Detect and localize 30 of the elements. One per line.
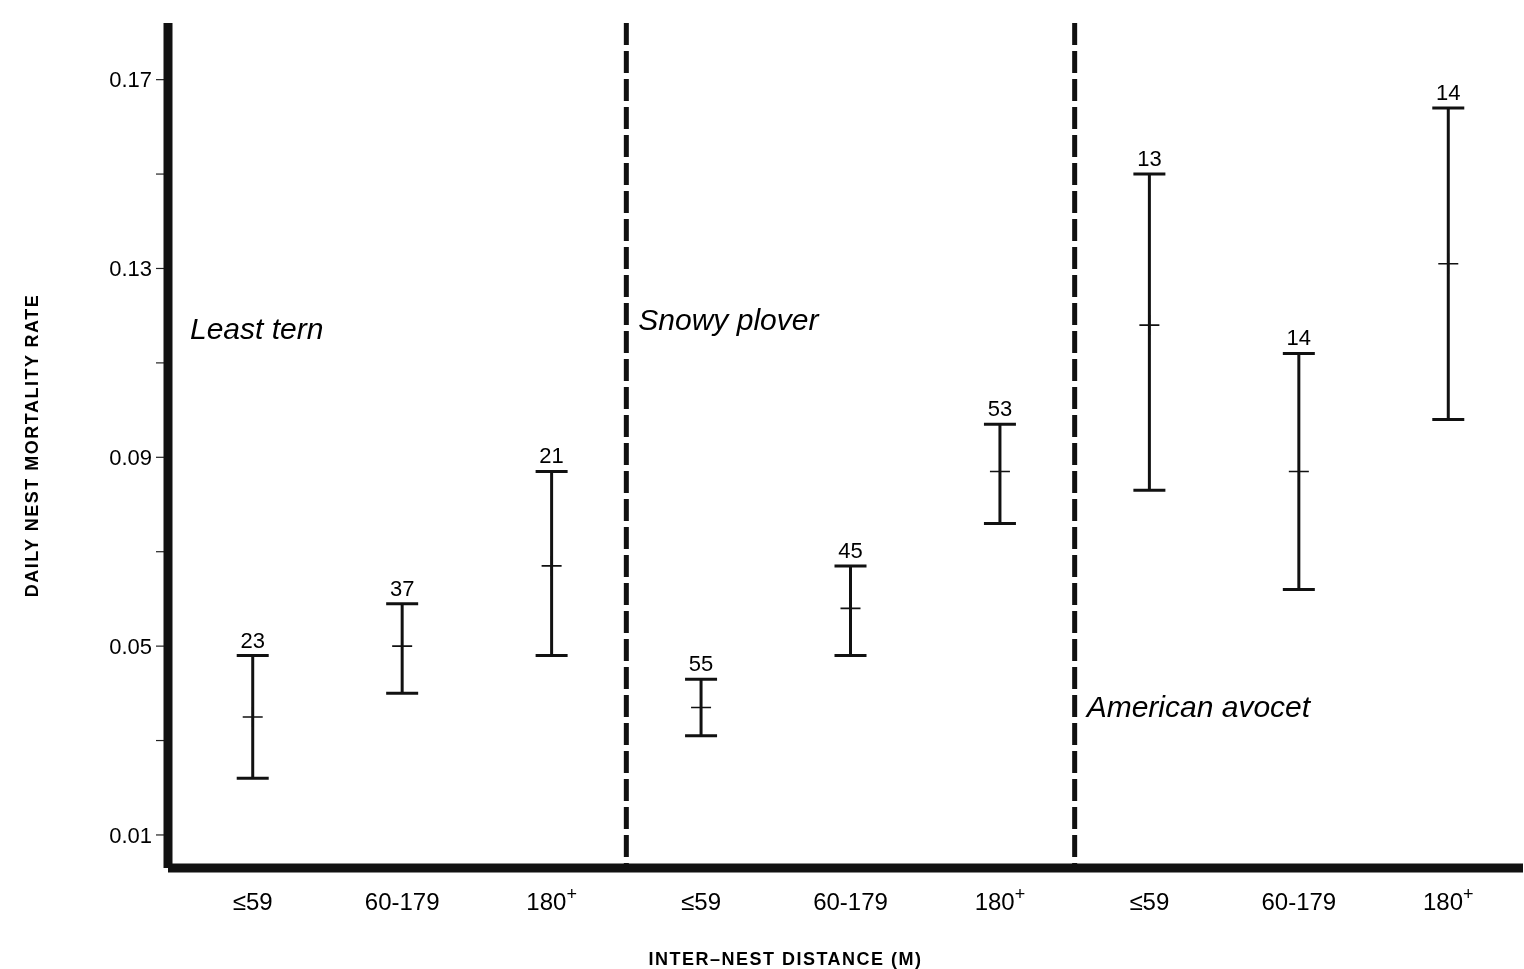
y-axis-title: DAILY NEST MORTALITY RATE — [22, 293, 42, 598]
y-tick-label: 0.09 — [109, 445, 152, 470]
annotation: 37 — [389, 575, 415, 601]
y-tick-label: 0.13 — [109, 256, 152, 282]
x-tick-label: 60-179 — [1261, 888, 1337, 915]
x-axis-title: INTER–NEST DISTANCE (M) — [648, 949, 923, 969]
x-tick-label: ≤59 — [1129, 888, 1170, 915]
y-tick-label: 0.17 — [109, 67, 152, 93]
annotation: Least tern — [190, 312, 324, 346]
annotation: 23 — [240, 627, 265, 653]
annotation: 13 — [1137, 146, 1162, 172]
point — [1139, 315, 1160, 336]
annotation: 45 — [838, 537, 863, 563]
annotation: American avocet — [1084, 689, 1312, 723]
x-tick-label: ≤59 — [681, 888, 721, 915]
annotation: Snowy plover — [638, 302, 820, 336]
annotation: 14 — [1286, 325, 1312, 351]
x-tick-label: 60-179 — [813, 888, 888, 915]
x-tick-label: 180$^{+}$ — [974, 884, 1026, 915]
x-tick-label: 60-179 — [364, 888, 440, 915]
annotation: 21 — [539, 443, 564, 469]
y-tick-label: 0.01 — [109, 822, 152, 848]
y-tick-label: 0.05 — [109, 633, 152, 659]
x-tick-label: 180$^{+}$ — [526, 884, 577, 915]
x-tick-label: 180$^{+}$ — [1423, 884, 1474, 915]
annotation: 55 — [688, 651, 714, 677]
annotation: 53 — [987, 396, 1013, 422]
annotation: 14 — [1436, 79, 1461, 105]
x-tick-label: ≤59 — [232, 888, 273, 915]
point — [541, 555, 562, 576]
